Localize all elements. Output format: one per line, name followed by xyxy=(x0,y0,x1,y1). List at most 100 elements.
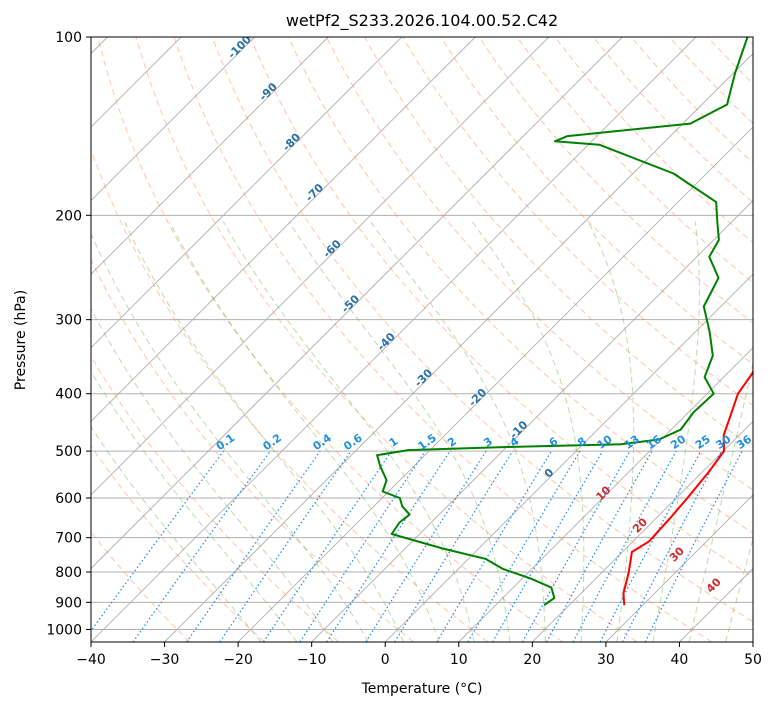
mixing-ratio-line xyxy=(262,450,392,642)
mixing-ratio-label: 13 xyxy=(622,433,642,452)
mixing-ratio-label: 30 xyxy=(713,432,733,452)
y-tick-label: 200 xyxy=(55,208,82,224)
y-tick-label: 900 xyxy=(55,595,82,611)
y-axis-label: Pressure (hPa) xyxy=(13,290,29,390)
dewpoint-profile xyxy=(376,37,749,607)
y-tick-label: 400 xyxy=(55,387,82,403)
mixing-ratio-label: 16 xyxy=(644,432,664,452)
isobar-gridlines xyxy=(91,37,753,630)
isotherm-line xyxy=(532,420,753,642)
moist-adiabat xyxy=(91,370,298,642)
isotherm-line xyxy=(458,347,753,642)
x-tick-label: 0 xyxy=(381,652,390,668)
y-tick-label: 700 xyxy=(55,531,82,547)
dry-adiabat xyxy=(173,37,713,642)
x-tick-label: −10 xyxy=(297,652,327,668)
mixing-ratio-label: 2 xyxy=(445,435,459,450)
moist-adiabat xyxy=(587,221,635,642)
dry-adiabat-label: -80 xyxy=(280,130,303,153)
mixing-ratio-label: 25 xyxy=(693,433,713,452)
mixing-ratio-line xyxy=(521,450,631,642)
mixing-ratio-line xyxy=(546,450,653,642)
mixing-ratio-line xyxy=(644,450,743,642)
moist-adiabat xyxy=(91,426,262,642)
x-tick-label: −30 xyxy=(150,652,180,668)
moist-adiabat xyxy=(222,221,475,642)
dry-adiabat xyxy=(669,37,753,125)
isotherm-line xyxy=(91,37,329,275)
skewed-isotherm-gridlines xyxy=(91,37,753,642)
y-tick-label: 300 xyxy=(55,313,82,329)
moist-adiabat xyxy=(370,221,546,642)
dry-adiabat xyxy=(91,258,414,642)
x-tick-label: 50 xyxy=(744,652,762,668)
y-tick-label: 100 xyxy=(55,30,82,46)
dry-adiabat xyxy=(440,37,753,365)
x-tick-label: −40 xyxy=(76,652,106,668)
moist-adiabat-label: 20 xyxy=(630,515,650,535)
moist-adiabat-label: 30 xyxy=(667,544,687,564)
mixing-ratio-label: 10 xyxy=(595,432,615,452)
mixing-ratio-line xyxy=(467,450,581,642)
plot-area: 0.1 0.2 0.4 0.6 1 1.5 2 3 4 6 8 10 13 16 20 25 30 36-100-… xyxy=(91,37,754,642)
dry-adiabat-label: -60 xyxy=(320,237,343,260)
dry-adiabat xyxy=(211,37,753,623)
x-tick-label: −20 xyxy=(223,652,253,668)
isotherm-line xyxy=(164,52,753,642)
mixing-ratio-line xyxy=(299,450,426,642)
moist-adiabat xyxy=(471,221,585,642)
mixing-ratio-line xyxy=(132,450,271,642)
dry-adiabat xyxy=(91,148,489,642)
dry-adiabat xyxy=(554,37,753,244)
y-tick-label: 600 xyxy=(55,491,82,507)
isotherm-line xyxy=(91,37,697,642)
moist-adiabat-lines xyxy=(91,221,753,642)
moist-adiabat xyxy=(91,307,334,642)
dry-adiabat-label: -20 xyxy=(466,386,489,409)
x-tick-label: 10 xyxy=(450,652,468,668)
mixing-ratio-label: 8 xyxy=(575,435,589,450)
y-tick-label: 800 xyxy=(55,565,82,581)
x-axis-label: Temperature (°C) xyxy=(361,681,483,697)
mixing-ratio-label: 0.2 xyxy=(261,431,284,453)
x-tick-label: 40 xyxy=(671,652,689,668)
dry-adiabat-label: -40 xyxy=(375,330,398,353)
dry-adiabat-lines xyxy=(91,37,753,642)
isotherm-line xyxy=(91,37,255,202)
x-axis-ticks: −40 −30 −20 −10 0 10 20 30 40 50 xyxy=(76,642,762,668)
dry-adiabat xyxy=(91,355,340,642)
moist-adiabat xyxy=(124,221,405,642)
mixing-ratio-line xyxy=(186,450,321,642)
mixing-ratio-line xyxy=(599,450,702,642)
x-tick-label: 30 xyxy=(597,652,615,668)
dry-adiabat xyxy=(91,445,265,642)
isotherm-line xyxy=(384,273,753,642)
dry-adiabat xyxy=(326,37,753,491)
chart-title: wetPf2_S233.2026.104.00.52.C42 xyxy=(286,11,558,31)
x-tick-label: 20 xyxy=(523,652,541,668)
moist-adiabat xyxy=(688,360,753,642)
dry-adiabat-label: -90 xyxy=(257,80,280,103)
mixing-ratio-line xyxy=(436,450,553,642)
isotherm-line xyxy=(752,641,753,642)
y-tick-label: 1000 xyxy=(46,622,82,638)
mixing-ratio-line xyxy=(326,450,451,642)
isotherm-line xyxy=(91,37,550,496)
dry-adiabat xyxy=(707,37,753,85)
dry-adiabat-label: -70 xyxy=(303,181,326,204)
mixing-ratio-label: 36 xyxy=(734,432,754,452)
mixing-ratio-lines xyxy=(91,450,743,642)
dry-adiabat xyxy=(97,37,563,642)
dry-adiabat xyxy=(135,37,638,642)
plot-frame xyxy=(90,36,754,643)
dry-adiabat-label: -30 xyxy=(412,366,435,389)
isotherm-line xyxy=(91,37,623,570)
dry-adiabat xyxy=(249,37,753,578)
isotherm-line xyxy=(91,37,403,349)
moist-adiabat xyxy=(288,221,511,642)
mixing-ratio-line xyxy=(91,450,224,632)
mixing-ratio-line xyxy=(394,450,514,642)
mixing-ratio-label: 0.6 xyxy=(341,431,365,453)
mixing-ratio-line xyxy=(365,450,487,642)
mixing-ratio-label: 6 xyxy=(547,435,561,450)
